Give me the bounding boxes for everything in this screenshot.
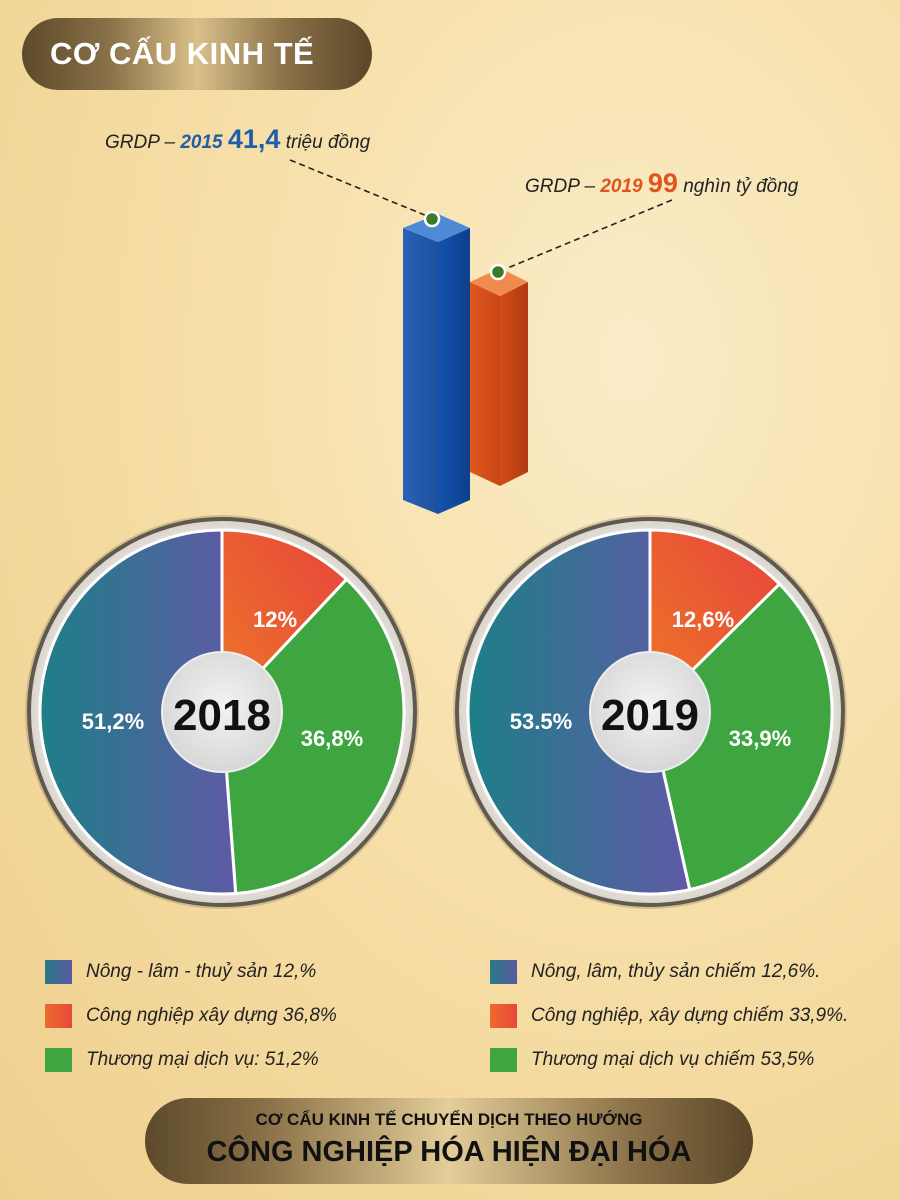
pie-2019-center <box>589 651 711 773</box>
legend-text: Công nghiệp xây dựng 36,8% <box>86 1005 337 1026</box>
legend-text: Thương mại dịch vụ: 51,2% <box>86 1049 319 1070</box>
bar-2019 <box>470 268 528 486</box>
pie-chart-2019: 2019 12,6% 33,9% 53.5% <box>453 515 847 909</box>
pie-2019-slice-agriculture <box>466 528 692 896</box>
grdp-2015-label: GRDP – 2015 41,4 triệu đồng <box>105 124 370 155</box>
legend-item-services: Thương mại dịch vụ: 51,2% <box>45 1044 337 1076</box>
grdp-2015-value: 41,4 <box>227 124 281 154</box>
pie-2018-label-agriculture: 51,2% <box>82 709 144 734</box>
legend-swatch-services <box>490 1048 517 1072</box>
pie-2018-slice-services <box>220 577 406 896</box>
pie-2018-label-industry: 12% <box>253 607 297 632</box>
legend-item-agriculture: Nông, lâm, thủy sản chiếm 12,6%. <box>490 956 848 988</box>
legend-swatch-industry <box>45 1004 72 1028</box>
legend-swatch-industry <box>490 1004 517 1028</box>
leader-line-2019 <box>497 199 673 273</box>
grdp-2019-value: 99 <box>647 168 678 198</box>
pie-2018-center <box>161 651 283 773</box>
legend-item-agriculture: Nông - lâm - thuỷ sản 12,% <box>45 956 337 988</box>
legend-swatch-agriculture <box>490 960 517 984</box>
legend-2019: Nông, lâm, thủy sản chiếm 12,6%. Công ng… <box>490 956 848 1088</box>
leader-dot-2019 <box>489 263 507 281</box>
legend-item-industry: Công nghiệp, xây dựng chiếm 33,9%. <box>490 1000 848 1032</box>
pie-2019-label-agriculture: 53.5% <box>510 709 572 734</box>
grdp-2015-unit: triệu đồng <box>285 132 371 153</box>
bar-2015 <box>403 214 470 514</box>
bar-2019-side <box>500 282 528 486</box>
legend-text: Công nghiệp, xây dựng chiếm 33,9%. <box>531 1005 849 1026</box>
legend-swatch-agriculture <box>45 960 72 984</box>
pie-2018-title: 2018 <box>173 691 271 740</box>
grdp-2015-prefix: GRDP – <box>105 132 181 153</box>
pie-2019-slice-services <box>648 581 834 892</box>
legend-2018: Nông - lâm - thuỷ sản 12,% Công nghiệp x… <box>45 956 337 1088</box>
legend-swatch-services <box>45 1048 72 1072</box>
grdp-2019-label: GRDP – 2019 99 nghìn tỷ đồng <box>525 168 798 199</box>
legend-item-services: Thương mại dịch vụ chiếm 53,5% <box>490 1044 848 1076</box>
pie-2018-slice-agriculture <box>38 528 238 896</box>
bar-2019-top <box>470 268 528 296</box>
grdp-2015-year: 2015 <box>180 132 223 153</box>
footer-banner: CƠ CẤU KINH TẾ CHUYỂN DỊCH THEO HƯỚNG CÔ… <box>145 1098 753 1184</box>
page-title-banner: CƠ CẤU KINH TẾ <box>22 18 372 90</box>
bar-2015-top <box>403 214 470 242</box>
legend-text: Thương mại dịch vụ chiếm 53,5% <box>531 1049 815 1070</box>
footer-line-2: CÔNG NGHIỆP HÓA HIỆN ĐẠI HÓA <box>206 1136 692 1168</box>
chart-canvas: 2018 12% 36,8% 51,2% 2019 12,6% 33,9% 53… <box>25 159 847 909</box>
pie-chart-2018: 2018 12% 36,8% 51,2% <box>25 515 419 909</box>
bar-2015-side <box>438 228 470 514</box>
grdp-2019-year: 2019 <box>600 176 643 197</box>
pie-2018-label-services: 36,8% <box>301 726 363 751</box>
page-title: CƠ CẤU KINH TẾ <box>50 36 315 71</box>
legend-text: Nông, lâm, thủy sản chiếm 12,6%. <box>531 961 821 982</box>
leader-dot-2015 <box>423 210 441 228</box>
leader-line-2015 <box>289 159 433 219</box>
legend-item-industry: Công nghiệp xây dựng 36,8% <box>45 1000 337 1032</box>
grdp-2019-prefix: GRDP – <box>525 176 601 197</box>
footer-line-1: CƠ CẤU KINH TẾ CHUYỂN DỊCH THEO HƯỚNG <box>255 1110 643 1129</box>
bar-2019-front <box>470 282 500 486</box>
pie-2019-label-services: 33,9% <box>729 726 791 751</box>
bar-2015-front <box>403 228 438 514</box>
legend-text: Nông - lâm - thuỷ sản 12,% <box>86 961 317 982</box>
pie-2019-title: 2019 <box>601 691 699 740</box>
grdp-2019-unit: nghìn tỷ đồng <box>683 176 799 197</box>
pie-2019-label-industry: 12,6% <box>672 607 734 632</box>
